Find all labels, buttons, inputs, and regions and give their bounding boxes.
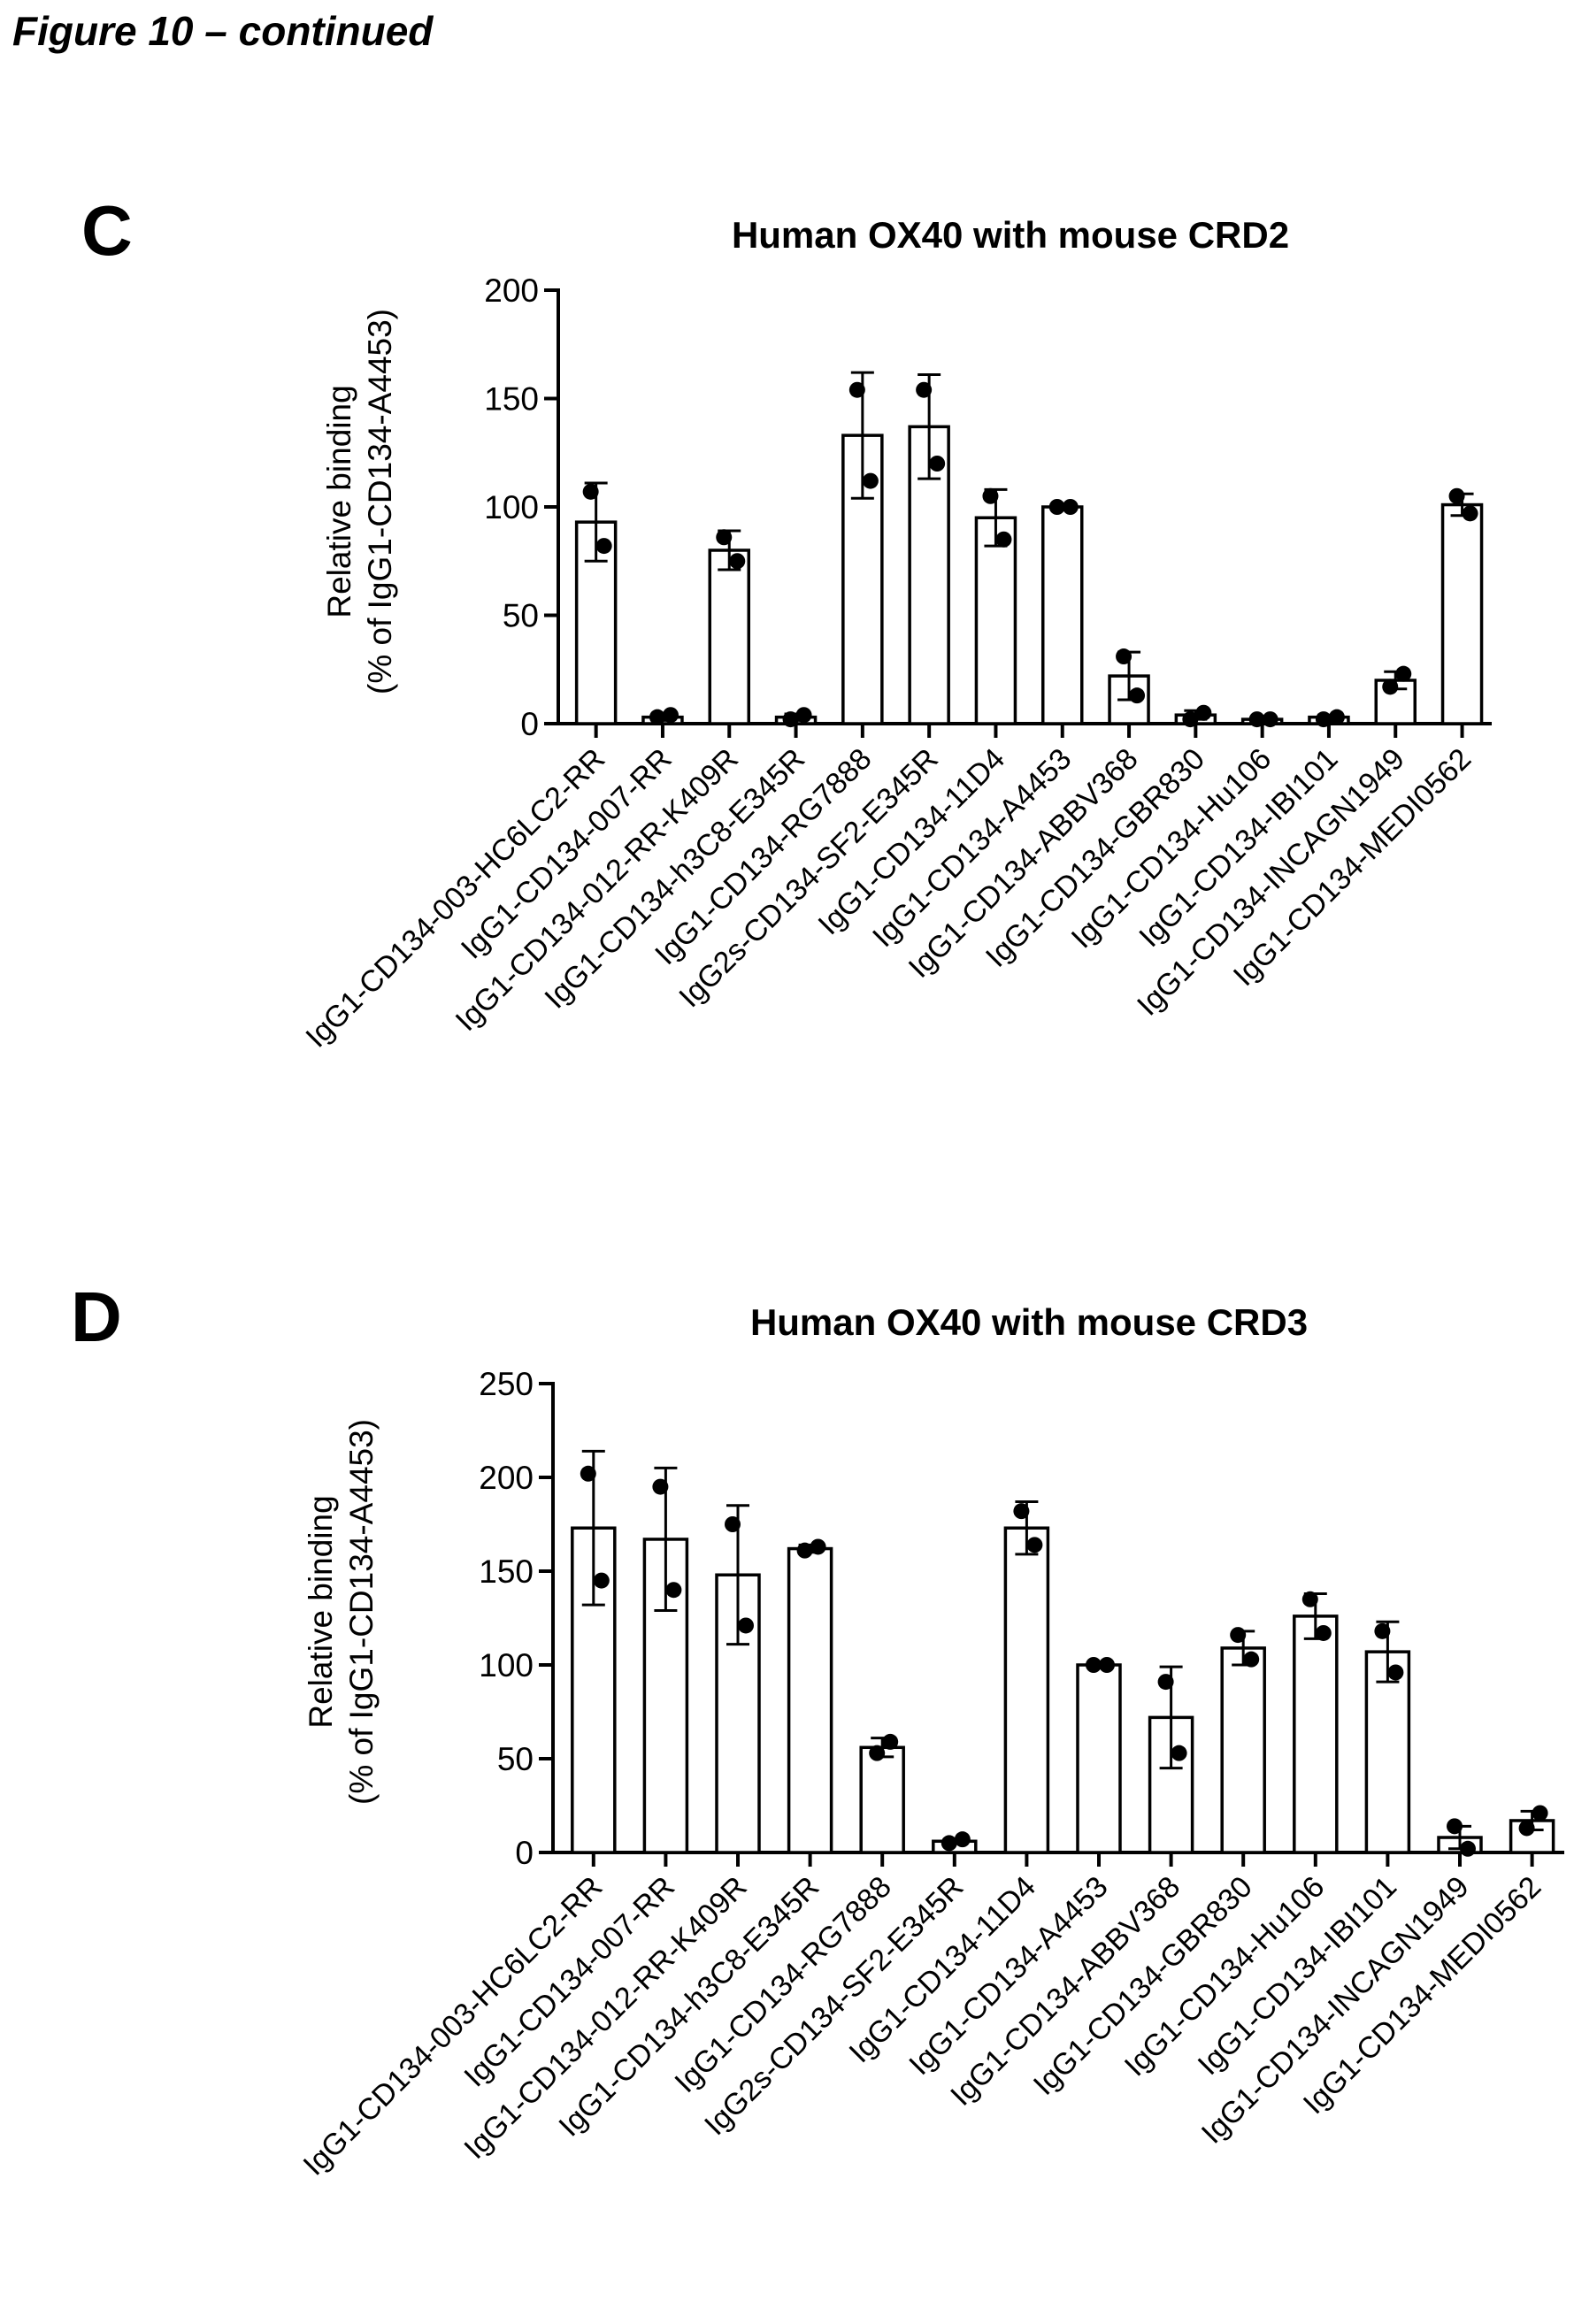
panel-letter-d: D: [71, 1277, 122, 1356]
data-point-c-6-0: [982, 487, 999, 504]
data-point-c-9-1: [1195, 704, 1212, 721]
bar-d-3: [787, 1546, 833, 1854]
data-point-c-2-1: [729, 553, 746, 570]
data-point-c-3-0: [782, 711, 799, 728]
data-point-d-1-0: [652, 1478, 669, 1495]
bar-d-6: [1003, 1526, 1050, 1854]
y-axis-label-d-line1: Relative binding: [303, 1495, 339, 1728]
data-point-d-4-0: [869, 1745, 886, 1761]
data-point-c-11-1: [1328, 709, 1345, 725]
data-point-c-0-1: [595, 538, 612, 555]
data-point-c-13-1: [1462, 505, 1478, 522]
chart-panel-c: C Human OX40 with mouse CRD2 Relative bi…: [81, 191, 1492, 1055]
data-point-d-0-1: [593, 1572, 610, 1589]
y-tick-label-c-4: 200: [484, 272, 539, 309]
y-axis-label-c-line1: Relative binding: [321, 385, 357, 617]
bar-d-9: [1220, 1646, 1266, 1854]
data-point-d-5-1: [954, 1831, 971, 1848]
data-point-d-5-0: [941, 1835, 957, 1852]
panel-letter-c: C: [81, 191, 133, 270]
data-point-d-3-1: [810, 1538, 826, 1555]
chart-title-d: Human OX40 with mouse CRD3: [750, 1301, 1308, 1343]
bar-c-13: [1440, 502, 1484, 725]
data-point-d-6-0: [1013, 1503, 1030, 1520]
y-tick-label-c-2: 100: [484, 489, 539, 525]
data-point-c-1-0: [649, 709, 665, 725]
y-tick-label-d-1: 50: [497, 1741, 534, 1777]
data-point-c-13-0: [1448, 487, 1465, 504]
data-point-c-10-0: [1248, 711, 1265, 728]
data-point-c-12-1: [1395, 665, 1412, 682]
y-tick-label-c-0: 0: [520, 706, 539, 742]
y-tick-label-d-5: 250: [479, 1366, 534, 1402]
data-point-c-11-0: [1315, 711, 1332, 728]
data-point-d-2-0: [725, 1516, 741, 1532]
data-point-d-2-1: [738, 1617, 754, 1634]
y-tick-label-d-3: 150: [479, 1553, 534, 1590]
y-axis-label-d-line2: (% of IgG1-CD134-A4453): [343, 1419, 380, 1805]
data-point-c-7-0: [1048, 499, 1065, 515]
data-point-d-7-1: [1099, 1657, 1115, 1673]
data-point-c-9-0: [1182, 711, 1199, 728]
data-point-c-8-1: [1129, 687, 1146, 704]
data-point-c-12-0: [1382, 679, 1399, 695]
data-point-c-1-1: [662, 707, 679, 724]
data-point-d-13-1: [1532, 1805, 1548, 1822]
bar-d-4: [859, 1745, 905, 1854]
data-point-d-10-1: [1315, 1624, 1332, 1641]
data-point-d-13-0: [1518, 1820, 1535, 1837]
data-point-d-7-0: [1086, 1657, 1102, 1673]
chart-title-c: Human OX40 with mouse CRD2: [732, 214, 1289, 256]
data-point-d-11-1: [1387, 1664, 1404, 1681]
chart-panel-d: D Human OX40 with mouse CRD3 Relative bi…: [71, 1277, 1564, 2182]
y-tick-label-c-3: 150: [484, 381, 539, 418]
data-point-d-6-1: [1026, 1537, 1043, 1553]
data-point-d-1-1: [665, 1582, 682, 1599]
data-point-c-5-1: [929, 456, 946, 472]
data-point-c-2-0: [716, 529, 733, 546]
y-tick-label-d-2: 100: [479, 1647, 534, 1684]
data-point-d-8-0: [1157, 1674, 1174, 1691]
data-point-c-4-0: [848, 381, 865, 398]
bar-c-6: [974, 516, 1017, 725]
data-point-c-8-0: [1116, 648, 1133, 665]
data-point-d-4-1: [882, 1733, 899, 1750]
data-point-c-7-1: [1062, 499, 1079, 515]
bar-d-10: [1293, 1615, 1339, 1854]
data-point-c-6-1: [995, 531, 1012, 548]
bar-c-7: [1041, 505, 1084, 725]
data-point-c-0-0: [582, 483, 599, 500]
bar-d-7: [1076, 1663, 1122, 1854]
data-point-d-9-0: [1230, 1627, 1247, 1644]
y-tick-label-c-1: 50: [503, 598, 539, 634]
page-title: Figure 10 – continued: [12, 8, 434, 54]
data-point-c-5-0: [916, 381, 933, 398]
y-tick-label-d-0: 0: [515, 1835, 534, 1871]
y-axis-label-c-line2: (% of IgG1-CD134-A4453): [362, 309, 398, 694]
bar-c-2: [708, 548, 750, 725]
y-tick-label-d-4: 200: [479, 1460, 534, 1496]
data-point-c-4-1: [862, 472, 879, 489]
data-point-d-12-1: [1460, 1840, 1476, 1857]
data-point-d-0-0: [580, 1465, 596, 1482]
data-point-d-10-0: [1301, 1591, 1318, 1607]
data-point-c-10-1: [1262, 711, 1278, 728]
bar-d-11: [1364, 1650, 1411, 1854]
data-point-d-9-1: [1243, 1651, 1260, 1668]
data-point-d-3-0: [796, 1542, 813, 1559]
data-point-d-12-0: [1447, 1818, 1463, 1835]
data-point-d-8-1: [1171, 1745, 1187, 1761]
category-label-d-0: IgG1-CD134-003-HC6LC2-RR: [297, 1870, 610, 2182]
data-point-d-11-0: [1374, 1622, 1391, 1639]
data-point-c-3-1: [795, 707, 812, 724]
